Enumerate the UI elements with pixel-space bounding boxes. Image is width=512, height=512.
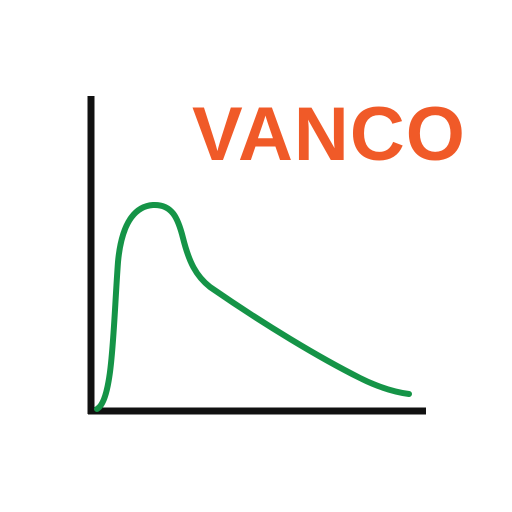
concentration-curve-icon bbox=[94, 202, 412, 412]
app-wordmark: VANCO bbox=[192, 92, 466, 177]
